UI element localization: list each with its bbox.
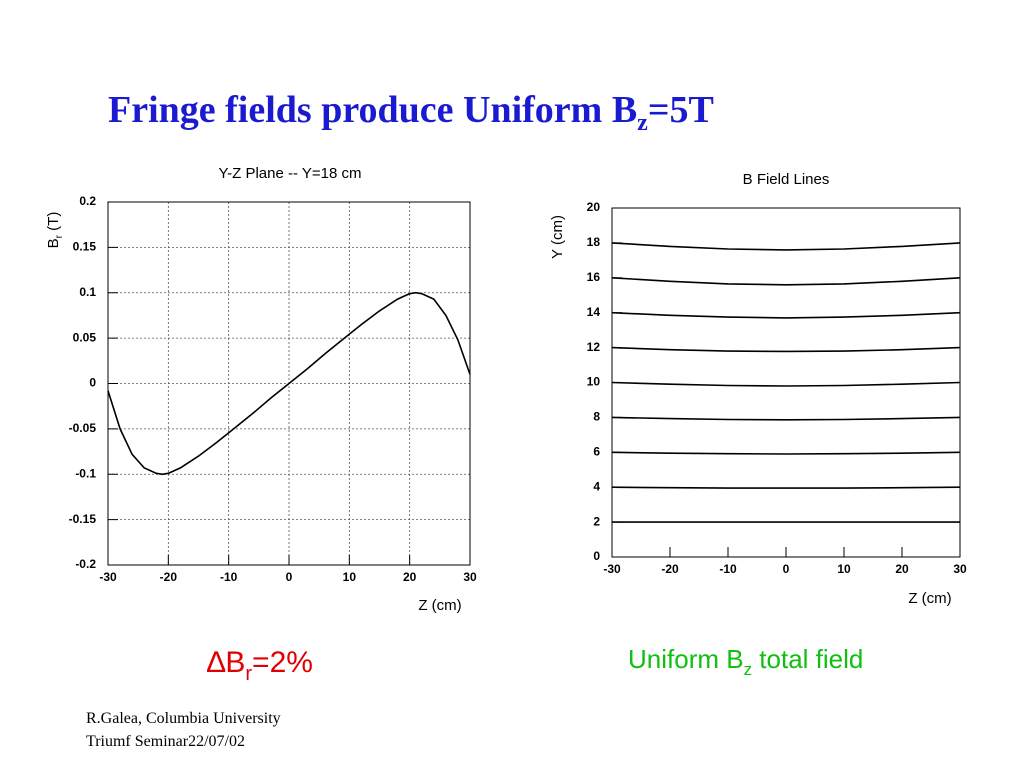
y-axis-label-part: B [45, 238, 62, 248]
x-tick-label: 0 [783, 562, 790, 576]
caption-text: total field [752, 644, 863, 674]
data-line [611, 451, 961, 455]
x-tick-label: -30 [603, 562, 621, 576]
caption-text: Uniform B [628, 644, 744, 674]
x-tick-label: 10 [343, 570, 357, 584]
y-tick-label: 0 [593, 549, 600, 563]
x-tick-label: 20 [895, 562, 909, 576]
y-tick-label: 0 [89, 376, 96, 390]
y-tick-label: -0.05 [69, 421, 97, 435]
caption-text: =2% [252, 646, 313, 679]
chart-title: Y-Z Plane -- Y=18 cm [219, 165, 362, 182]
y-tick-label: -0.2 [75, 557, 96, 571]
x-tick-label: 10 [837, 562, 851, 576]
x-tick-label: -10 [220, 570, 238, 584]
y-tick-label: 16 [587, 270, 601, 284]
y-axis-label-part: Y (cm) [549, 215, 566, 259]
y-axis-label: Br (T) [45, 212, 65, 249]
x-tick-label: -30 [99, 570, 117, 584]
y-tick-label: 10 [587, 375, 601, 389]
y-tick-label: 0.05 [73, 330, 97, 344]
right-caption: Uniform Bz total field [628, 644, 863, 679]
y-axis-label: Y (cm) [549, 215, 566, 259]
y-tick-label: 6 [593, 444, 600, 458]
plot-frame [611, 207, 961, 558]
caption-sub: z [744, 660, 753, 679]
y-tick-label: 20 [587, 200, 601, 214]
y-tick-label: 12 [587, 340, 601, 354]
x-tick-label: 0 [286, 570, 293, 584]
y-tick-label: 14 [587, 305, 601, 319]
data-line [611, 346, 961, 353]
caption-sub: r [245, 663, 252, 685]
plot-frame [107, 201, 471, 566]
x-axis-label: Z (cm) [418, 597, 461, 614]
x-tick-label: 30 [463, 570, 477, 584]
y-tick-label: 4 [593, 479, 600, 493]
title-text: Fringe fields produce Uniform B [108, 89, 637, 131]
data-line [611, 311, 961, 319]
data-line [611, 381, 961, 387]
y-tick-label: 0.15 [73, 240, 97, 254]
x-axis-label: Z (cm) [908, 590, 951, 607]
data-line [611, 242, 961, 251]
x-tick-label: -20 [661, 562, 679, 576]
footer-line: R.Galea, Columbia University [86, 710, 281, 727]
y-tick-label: -0.15 [69, 512, 97, 526]
footer-line: Triumf Seminar22/07/02 [86, 733, 245, 750]
title-text: =5T [648, 89, 714, 131]
x-tick-label: 30 [953, 562, 967, 576]
y-tick-label: -0.1 [75, 466, 96, 480]
x-tick-label: 20 [403, 570, 417, 584]
slide-title: Fringe fields produce Uniform Bz=5T [108, 89, 714, 136]
chart-title: B Field Lines [743, 171, 830, 188]
y-tick-label: 0.1 [79, 285, 96, 299]
y-tick-label: 2 [593, 514, 600, 528]
y-axis-label-part: r [54, 234, 65, 238]
left-caption: ∆Br=2% [207, 646, 313, 685]
y-axis-label-part: (T) [45, 212, 62, 235]
x-tick-label: -10 [719, 562, 737, 576]
title-sub: z [637, 110, 648, 136]
x-tick-label: -20 [160, 570, 178, 584]
data-line [611, 277, 961, 286]
y-tick-label: 18 [587, 235, 601, 249]
y-tick-label: 0.2 [79, 194, 96, 208]
data-line [107, 291, 471, 476]
data-line [611, 416, 961, 421]
y-tick-label: 8 [593, 410, 600, 424]
data-line [611, 486, 961, 489]
caption-text: ∆B [207, 646, 245, 679]
